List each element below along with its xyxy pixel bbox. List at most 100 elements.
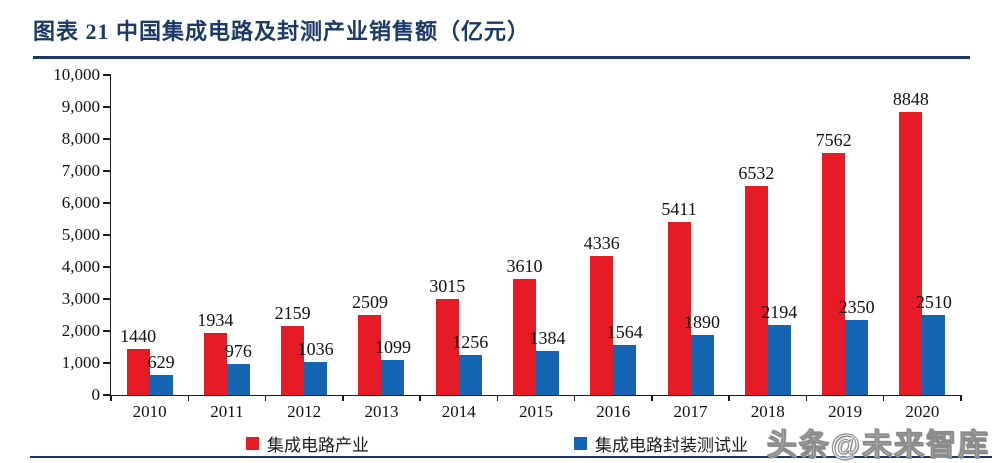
x-axis-year-label: 2013: [364, 402, 399, 421]
ic-industry-bar-2012: [281, 325, 305, 395]
packaging-testing-bar-2019: [845, 319, 869, 395]
title-rule: [33, 56, 970, 59]
bar-value-label: 1099: [374, 336, 411, 357]
x-axis-year-label: 2019: [828, 402, 863, 421]
y-axis-tick-label: 9,000: [61, 97, 100, 116]
packaging-testing-bar-2010: [149, 374, 173, 395]
x-axis-tick: [960, 395, 962, 401]
bar-group-2019: 7562 2350 2019: [806, 75, 883, 421]
legend-label-ic-industry: 集成电路产业: [267, 435, 369, 455]
bar-value-label: 2194: [761, 301, 798, 322]
bar-value-label: 1256: [452, 331, 489, 352]
bar-value-label: 8848: [892, 88, 929, 109]
y-axis-tick: [103, 362, 111, 364]
bar-value-label: 4336: [583, 233, 620, 254]
ic-industry-bar-2017: [667, 221, 691, 395]
x-axis-tick: [187, 395, 190, 401]
legend-label-packaging-testing: 集成电路封装测试业: [595, 435, 748, 455]
x-axis-tick: [805, 395, 808, 401]
bar-group-2016: 4336 1564 2016: [575, 75, 652, 421]
y-axis-tick: [103, 170, 111, 172]
x-axis-year-label: 2020: [905, 402, 940, 421]
ic-industry-bar-2011: [203, 333, 227, 395]
x-axis-year-label: 2015: [518, 402, 553, 421]
bar-group-2012: 2159 1036 2012: [266, 75, 343, 421]
y-axis-tick-label: 6,000: [61, 193, 100, 212]
x-axis-year-label: 2014: [441, 402, 476, 421]
legend-item-ic-industry: 集成电路产业: [246, 431, 369, 456]
bar-value-label: 1440: [120, 325, 157, 346]
x-axis-tick: [728, 395, 730, 401]
y-axis-tick-label: 5,000: [61, 225, 100, 244]
packaging-testing-bar-2020: [922, 314, 946, 395]
y-axis-tick-label: 3,000: [61, 289, 100, 308]
x-axis-year-label: 2011: [210, 402, 244, 421]
bar-value-label: 1934: [197, 310, 234, 331]
bar-value-label: 629: [147, 351, 175, 372]
y-axis-tick-label: 10,000: [53, 65, 100, 84]
ic-industry-bar-2015: [512, 279, 536, 395]
bar-value-label: 6532: [738, 162, 775, 183]
y-axis-tick-label: 1,000: [61, 353, 100, 372]
bar-value-label: 3610: [506, 256, 543, 277]
x-axis-year-label: 2017: [673, 402, 708, 421]
bar-group-2015: 3610 1384 2015: [497, 75, 574, 421]
y-axis-tick-label: 8,000: [61, 129, 100, 148]
x-axis-tick: [342, 395, 344, 401]
bar-group-2010: 1440 629 2010: [111, 75, 188, 421]
packaging-testing-bar-2016: [613, 344, 637, 395]
packaging-testing-bar-2017: [690, 334, 714, 395]
x-axis-year-label: 2012: [287, 402, 322, 421]
figure-title: 图表 21 中国集成电路及封测产业销售额（亿元）: [33, 19, 531, 44]
bar-value-label: 1036: [297, 338, 334, 359]
packaging-testing-bar-2012: [304, 361, 328, 395]
packaging-testing-bar-2015: [535, 350, 559, 395]
bar-value-label: 3015: [429, 275, 466, 296]
y-axis-tick: [103, 138, 111, 140]
chart-legend: 集成电路产业 集成电路封装测试业: [0, 431, 994, 456]
y-axis-tick: [103, 330, 111, 332]
legend-swatch-blue: [574, 436, 587, 450]
legend-item-packaging-testing: 集成电路封装测试业: [574, 431, 748, 456]
plot-area: 1440 629 2010 1934 976 2011 2159 1036 2012 2509 10…: [103, 74, 962, 421]
x-axis-tick: [496, 395, 499, 401]
x-axis-tick: [419, 395, 421, 401]
bar-value-label: 2350: [838, 296, 875, 317]
packaging-testing-bar-2013: [381, 359, 405, 395]
bar-group-2020: 8848 2510 2020: [884, 75, 961, 421]
bar-value-label: 2509: [351, 291, 388, 312]
ic-industry-bar-2019: [822, 153, 846, 395]
x-axis-tick: [882, 395, 885, 401]
packaging-testing-bar-2018: [767, 324, 791, 395]
ic-industry-bar-2016: [590, 256, 614, 395]
ic-industry-bar-2013: [358, 314, 382, 395]
x-axis-tick: [110, 395, 112, 401]
y-axis-tick: [103, 298, 111, 300]
y-axis-tick: [103, 106, 111, 108]
watermark: 头条@未来智库: [766, 429, 990, 463]
y-axis-tick: [103, 74, 111, 76]
y-axis-tick: [103, 266, 111, 268]
x-axis-tick: [651, 395, 653, 401]
ic-industry-bar-2014: [435, 298, 459, 395]
x-axis-year-label: 2016: [596, 402, 631, 421]
bar-group-2014: 3015 1256 2014: [420, 75, 497, 421]
legend-swatch-red: [246, 436, 259, 450]
ic-industry-bar-2010: [126, 348, 150, 395]
bar-group-2013: 2509 1099 2013: [343, 75, 420, 421]
bar-value-label: 1890: [684, 311, 721, 332]
bar-value-label: 1384: [529, 327, 566, 348]
ic-industry-bar-2020: [899, 111, 923, 395]
bar-group-2018: 6532 2194 2018: [729, 75, 806, 421]
bar-value-label: 976: [224, 340, 252, 361]
bar-group-2011: 1934 976 2011: [188, 75, 265, 421]
x-axis-year-label: 2010: [132, 402, 167, 421]
ic-industry-bar-2018: [744, 185, 768, 395]
bar-value-label: 2159: [274, 302, 311, 323]
x-axis-year-label: 2018: [750, 402, 785, 421]
y-axis-tick: [103, 394, 111, 396]
bar-value-label: 2510: [915, 291, 952, 312]
packaging-testing-bar-2014: [458, 354, 482, 395]
